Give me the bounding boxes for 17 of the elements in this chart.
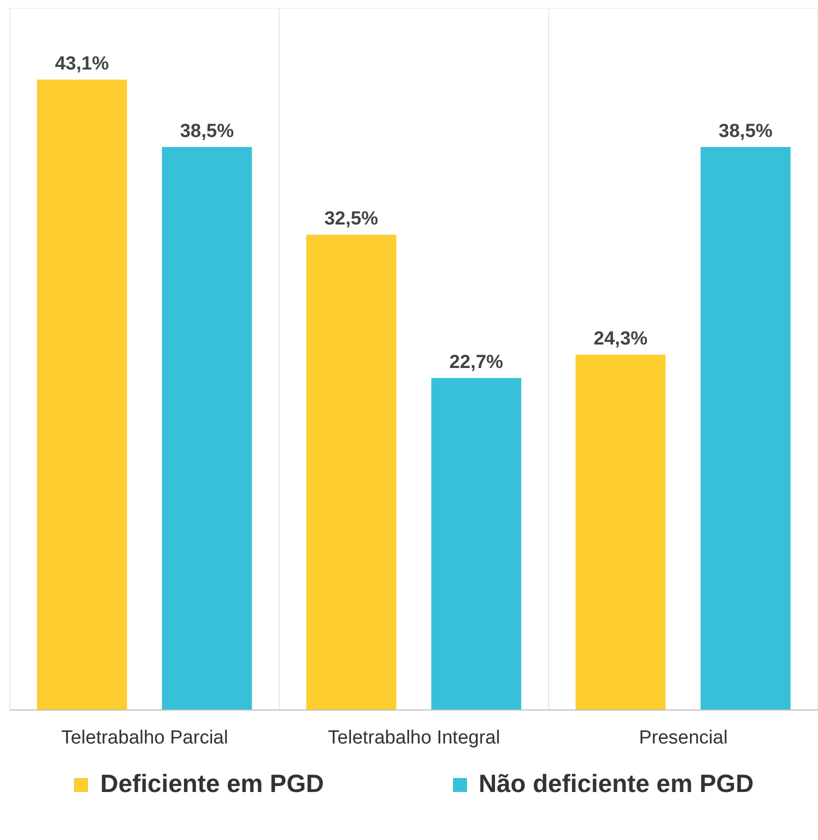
bar bbox=[306, 234, 396, 710]
legend-label: Não deficiente em PGD bbox=[478, 770, 754, 799]
bar bbox=[576, 354, 666, 710]
data-label: 32,5% bbox=[324, 208, 378, 230]
bar bbox=[700, 146, 791, 710]
x-tick-label: Teletrabalho Parcial bbox=[61, 727, 228, 748]
x-tick-label: Presencial bbox=[638, 727, 728, 748]
legend-label: Deficiente em PGD bbox=[99, 770, 324, 799]
data-label: 38,5% bbox=[180, 120, 234, 142]
data-label: 24,3% bbox=[594, 328, 648, 350]
data-label: 43,1% bbox=[54, 54, 109, 75]
bar bbox=[36, 80, 127, 710]
bar bbox=[431, 378, 522, 710]
data-label: 38,5% bbox=[718, 120, 773, 142]
data-label: 22,7% bbox=[449, 352, 504, 374]
x-tick-label: Teletrabalho Integral bbox=[328, 727, 500, 748]
bar bbox=[162, 146, 252, 710]
